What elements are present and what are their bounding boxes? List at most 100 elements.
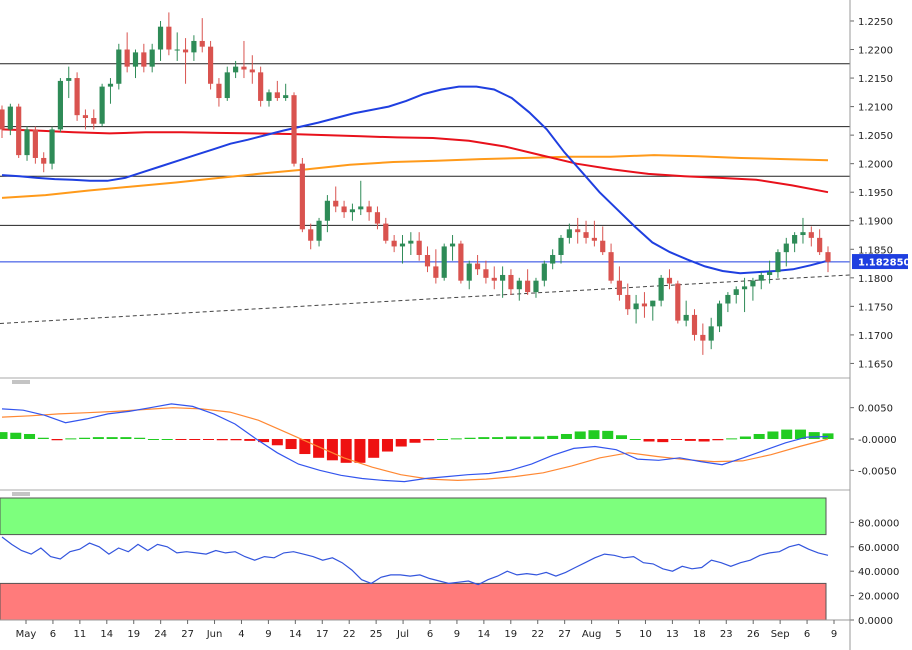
macd-main-line [1, 403, 829, 483]
macd-histogram-bar [615, 435, 628, 439]
macd-lines [1, 403, 829, 483]
macd-histogram-bar [574, 431, 586, 439]
macd-histogram-bar [79, 437, 91, 439]
candle-body [708, 326, 714, 341]
rsi-panel: 80.0000 60.0000 40.0000 20.0000 0.0000 [0, 497, 899, 627]
candle-body [433, 266, 439, 278]
macd-tick-label: -0.0000 [858, 435, 897, 446]
macd-tick-label: 0.0050 [858, 404, 893, 415]
candle-body [316, 220, 322, 241]
trendline [0, 274, 851, 324]
candle-body [41, 157, 47, 164]
price-tick-label: 1.2250 [858, 17, 893, 28]
candle-body [558, 237, 564, 255]
candle-body [583, 232, 589, 238]
date-tick-label: 26 [747, 629, 760, 640]
date-tick-label: 4 [238, 629, 244, 640]
macd-histogram-bar [505, 436, 517, 439]
price-tick-label: 1.2200 [858, 46, 893, 57]
rsi-value-line [1, 536, 829, 586]
rsi-overbought-zone [0, 497, 827, 536]
date-tick-label: Aug [582, 629, 602, 640]
candle-body [358, 206, 364, 210]
candle-body [182, 49, 189, 53]
date-tick-label: 6 [50, 629, 56, 640]
candle-body [750, 280, 756, 287]
candle-body [741, 286, 748, 290]
rsi-panel-drag-handle[interactable] [12, 492, 30, 496]
candle-body [483, 269, 489, 278]
macd-histogram-bar [368, 439, 380, 458]
macd-histogram-bar [271, 439, 283, 446]
candle-body [625, 294, 631, 310]
macd-histogram-bar [588, 430, 600, 439]
macd-histogram-bar [808, 432, 820, 439]
date-tick-label: 14 [289, 629, 302, 640]
macd-histogram-bar [409, 439, 421, 443]
macd-histogram-bar [698, 439, 710, 442]
macd-histogram-bar [726, 438, 738, 440]
candle-body [408, 240, 414, 244]
date-tick-label: 22 [343, 629, 356, 640]
candle-body [516, 280, 522, 290]
macd-histogram-bar [202, 439, 215, 440]
trendline-dashed [0, 274, 851, 324]
date-tick-label: 6 [804, 629, 810, 640]
date-tick-label: 27 [558, 629, 571, 640]
candle-body [383, 223, 389, 241]
macd-histogram-bar [753, 433, 765, 439]
candle-body [16, 106, 22, 156]
candle-body [650, 300, 656, 307]
candle-body [800, 232, 806, 236]
candle-body [233, 66, 239, 73]
macd-histogram-bar [560, 433, 572, 439]
price-tick-label: 1.1900 [858, 217, 893, 228]
candle-body [767, 272, 773, 275]
candle-body [333, 200, 339, 207]
current-price-badge-box [852, 254, 908, 270]
macd-panel-drag-handle[interactable] [12, 380, 30, 384]
candle-body [207, 46, 214, 84]
macd-histogram-bar [0, 432, 8, 439]
candle-body [399, 243, 406, 247]
candle-body [525, 280, 531, 293]
candle-body [374, 212, 381, 224]
candle-body [641, 303, 648, 307]
date-tick-label: Jul [396, 629, 409, 640]
candle-body [566, 229, 572, 238]
rsi-oversold-zone [0, 582, 827, 621]
candle-body [691, 314, 698, 335]
candles [0, 12, 831, 355]
rsi-tick-label: 60.0000 [858, 543, 899, 554]
rsi-axis: 80.0000 60.0000 40.0000 20.0000 0.0000 [850, 518, 899, 627]
price-tick-label: 1.2100 [858, 103, 893, 114]
date-tick-label: 22 [531, 629, 544, 640]
candle-body [533, 280, 539, 293]
candle-body [550, 254, 556, 264]
macd-histogram-bar [313, 439, 325, 458]
candle-body [199, 40, 205, 47]
candle-body [141, 52, 147, 67]
candle-body [441, 246, 447, 278]
macd-tick-label: -0.0050 [858, 466, 897, 477]
date-tick-label: 25 [370, 629, 383, 640]
candle-body [666, 277, 673, 284]
macd-histogram-bar [10, 432, 22, 439]
candle-body [466, 263, 472, 281]
date-tick-label: 13 [666, 629, 679, 640]
candle-body [32, 129, 38, 158]
candle-body [166, 26, 172, 50]
macd-histogram-bar [794, 429, 806, 439]
date-tick-label: 5 [615, 629, 621, 640]
ma-fast-line [1, 85, 829, 275]
macd-histogram-bar [437, 439, 449, 440]
macd-histogram-bar [671, 439, 683, 440]
candle-body [391, 240, 397, 247]
candle-body [174, 49, 180, 51]
macd-histogram [0, 429, 834, 463]
macd-histogram-bar [120, 437, 132, 439]
macd-histogram-bar [24, 433, 36, 439]
candle-body [24, 129, 30, 156]
candle-body [608, 252, 614, 281]
candle-body [291, 95, 297, 164]
